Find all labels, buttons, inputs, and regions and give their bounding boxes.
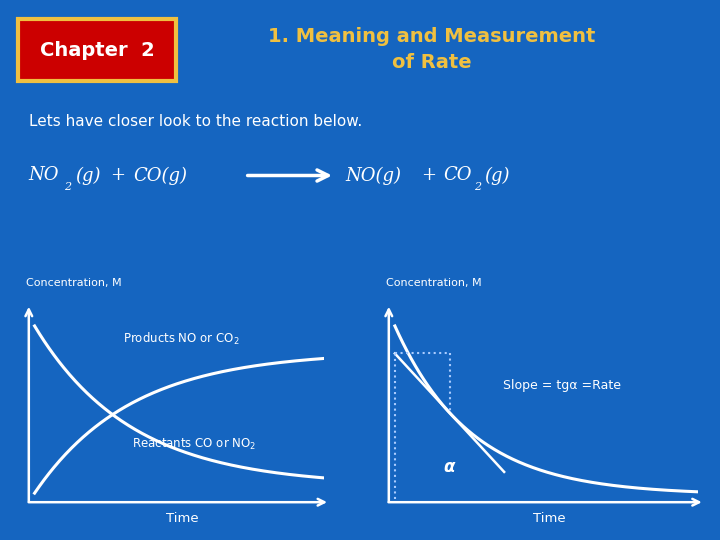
Text: Lets have closer look to the reaction below.: Lets have closer look to the reaction be… (29, 114, 362, 129)
Text: Products NO or CO$_2$: Products NO or CO$_2$ (123, 331, 240, 347)
Text: CO: CO (443, 166, 472, 185)
Text: 1. Meaning and Measurement
of Rate: 1. Meaning and Measurement of Rate (269, 27, 595, 72)
Text: Time: Time (534, 511, 566, 525)
FancyBboxPatch shape (18, 19, 176, 81)
Text: (g): (g) (484, 166, 509, 185)
Text: Time: Time (166, 511, 199, 525)
Text: 2: 2 (474, 183, 481, 192)
Text: Chapter  2: Chapter 2 (40, 40, 155, 60)
Text: α: α (443, 458, 454, 476)
Text: +: + (421, 166, 436, 185)
Text: Reactants CO or NO$_2$: Reactants CO or NO$_2$ (132, 437, 256, 452)
Text: +: + (110, 166, 125, 185)
Text: CO(g): CO(g) (133, 166, 187, 185)
Text: 2: 2 (64, 183, 71, 192)
Text: NO(g): NO(g) (346, 166, 402, 185)
Text: Concentration, M: Concentration, M (26, 278, 122, 288)
Text: Concentration, M: Concentration, M (386, 278, 482, 288)
Text: Slope = tgα =Rate: Slope = tgα =Rate (503, 380, 621, 393)
Text: NO: NO (29, 166, 59, 185)
Text: (g): (g) (76, 166, 101, 185)
